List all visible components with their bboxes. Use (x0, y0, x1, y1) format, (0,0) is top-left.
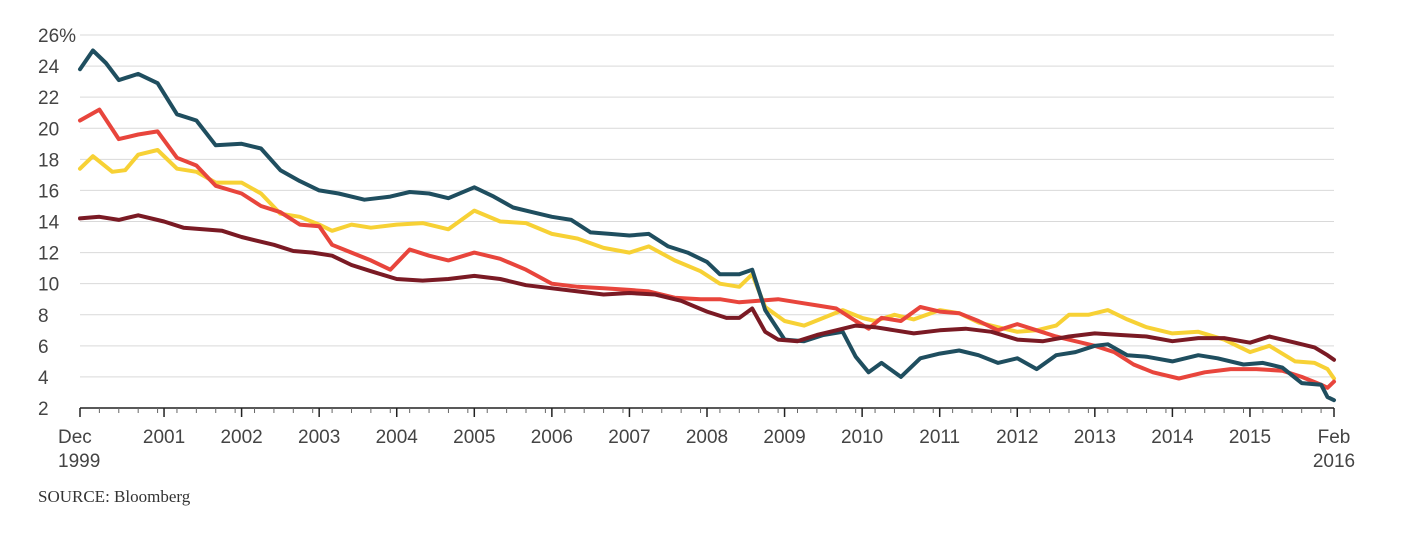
x-tick-label: 2007 (608, 427, 650, 448)
y-tick-label: 10 (38, 275, 59, 296)
series-line-2 (78, 107, 1336, 390)
x-tick-label: 2013 (1074, 427, 1116, 448)
x-tick-label-year: 2016 (1313, 451, 1355, 472)
x-tick-label: 2015 (1229, 427, 1271, 448)
x-tick-label: 2014 (1151, 427, 1194, 448)
y-tick-label: 24 (38, 57, 60, 78)
x-tick-label: Dec (58, 427, 92, 448)
x-tick-label: 2009 (763, 427, 805, 448)
x-tick-label: 2010 (841, 427, 883, 448)
y-tick-label: 14 (38, 213, 60, 234)
x-tick-label: 2002 (220, 427, 262, 448)
x-tick-label: 2012 (996, 427, 1038, 448)
series-lines (78, 48, 1336, 403)
y-tick-label: 22 (38, 88, 59, 109)
y-tick-label: 16 (38, 181, 59, 202)
x-tick-label: 2003 (298, 427, 340, 448)
y-tick-label: 6 (38, 337, 49, 358)
x-tick-label: 2008 (686, 427, 728, 448)
x-tick-label: 2005 (453, 427, 495, 448)
x-tick-label-year: 1999 (58, 451, 100, 472)
y-tick-label: 8 (38, 306, 49, 327)
y-tick-label: 4 (38, 368, 49, 389)
y-tick-label: 2 (38, 399, 49, 420)
source-note: SOURCE: Bloomberg (38, 487, 191, 506)
x-tick-label: 2001 (143, 427, 185, 448)
y-tick-label: 12 (38, 244, 59, 265)
y-tick-label: 20 (38, 119, 59, 140)
series-line-3 (78, 48, 1336, 403)
y-tick-label: 26% (38, 26, 76, 47)
series-line-4 (78, 213, 1336, 362)
x-tick-label: 2006 (531, 427, 573, 448)
grid-lines (80, 34, 1334, 378)
x-tick-label: Feb (1318, 427, 1351, 448)
y-tick-label: 18 (38, 150, 59, 171)
x-tick-label: 2004 (376, 427, 419, 448)
series-line-1 (78, 148, 1336, 381)
x-axis: Dec 1999 2001 2002 2003 2004 2005 2006 2007 2008 2… (58, 407, 1355, 472)
x-tick-label: 2011 (919, 427, 960, 448)
